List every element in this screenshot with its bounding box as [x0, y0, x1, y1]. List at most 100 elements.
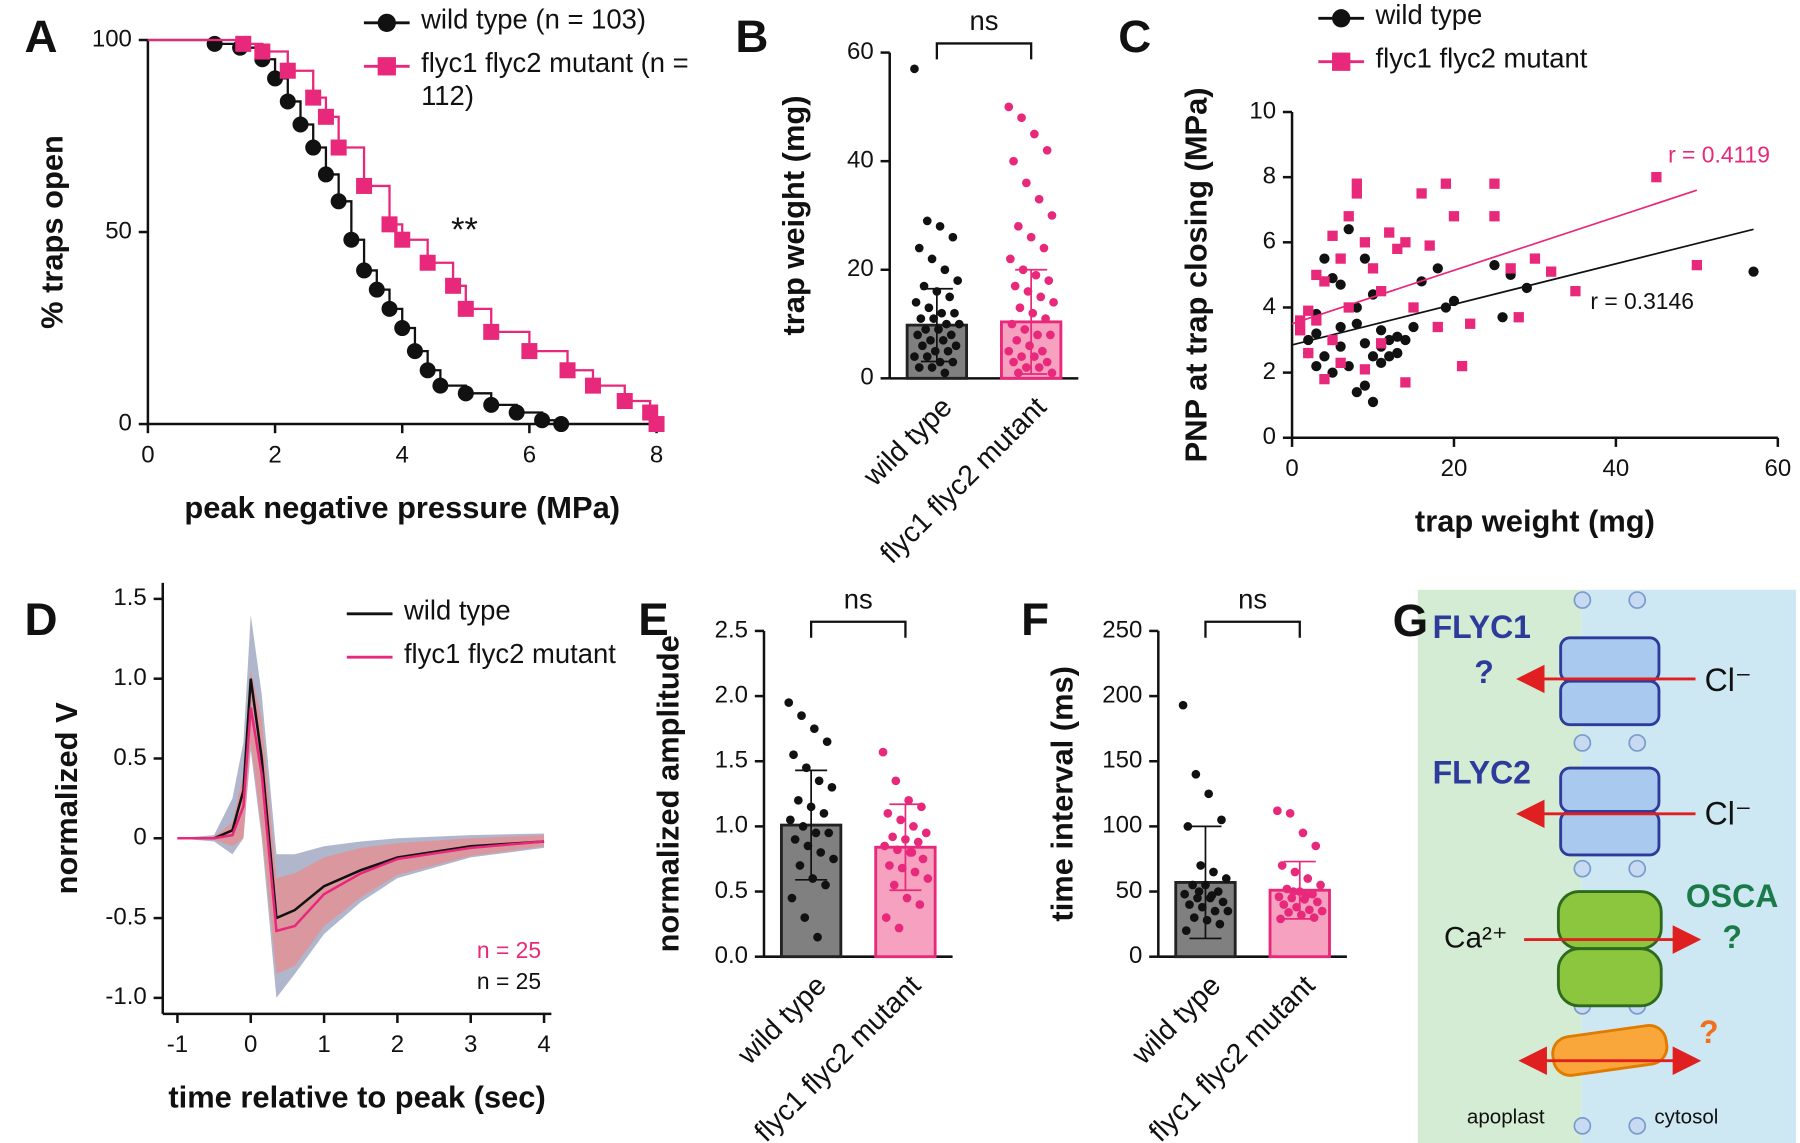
marker	[1392, 347, 1403, 359]
y-tick-label: 8	[1263, 163, 1276, 190]
data-point	[926, 335, 935, 345]
marker	[1311, 269, 1322, 281]
data-point	[929, 314, 939, 323]
data-point	[1018, 265, 1028, 275]
marker	[356, 262, 373, 279]
marker	[648, 416, 665, 433]
marker	[394, 320, 411, 337]
label: ?	[1699, 1014, 1719, 1050]
data-point	[789, 750, 798, 760]
data-point	[927, 363, 937, 372]
data-point	[1289, 887, 1298, 896]
marker	[1408, 321, 1419, 333]
data-point	[1022, 178, 1031, 188]
data-point	[1012, 335, 1022, 345]
marker	[1424, 240, 1435, 251]
data-point	[938, 335, 948, 345]
marker	[406, 343, 423, 360]
legend-label: wild type	[1375, 0, 1483, 31]
legend-entry: wild type	[404, 596, 511, 627]
n-label: n = 25	[477, 968, 541, 994]
data-point	[1197, 902, 1207, 912]
marker	[1335, 357, 1346, 368]
marker	[368, 281, 385, 298]
data-point	[816, 848, 826, 857]
data-point	[808, 874, 818, 883]
panel-letter: E	[638, 594, 669, 645]
y-axis-label: trap weight (mg)	[776, 95, 811, 335]
y-tick-label: 0	[133, 824, 146, 851]
marker	[1359, 380, 1371, 391]
data-point	[1030, 129, 1039, 139]
data-point	[1028, 308, 1038, 318]
marker	[1529, 253, 1541, 264]
data-point	[918, 854, 928, 864]
data-point	[1277, 861, 1287, 870]
marker	[457, 385, 474, 402]
y-tick-label: 2	[1263, 358, 1276, 385]
data-point	[806, 802, 816, 812]
y-tick-label: 50	[1116, 877, 1143, 904]
marker	[1375, 338, 1387, 349]
x-tick-label: 0	[141, 441, 154, 468]
marker	[1351, 178, 1362, 189]
data-point	[785, 815, 795, 825]
marker	[1384, 334, 1395, 346]
marker	[1303, 305, 1314, 316]
marker	[317, 108, 334, 125]
marker	[1408, 302, 1419, 313]
marker	[279, 62, 296, 79]
marker	[508, 404, 525, 421]
marker	[1319, 253, 1330, 264]
data-point	[910, 64, 919, 74]
data-point	[922, 352, 932, 361]
y-tick-label: 0	[119, 409, 132, 436]
marker	[1448, 211, 1460, 222]
data-point	[1276, 914, 1285, 924]
marker	[1375, 325, 1387, 336]
marker	[1440, 178, 1452, 189]
legend-entry: flyc1 flyc2 mutant (n = 112)	[421, 48, 689, 112]
data-point	[1298, 828, 1308, 838]
marker	[1465, 318, 1476, 329]
x-tick-label: 1	[317, 1031, 330, 1058]
x-tick-label: 0	[244, 1031, 257, 1058]
marker	[1384, 227, 1395, 238]
marker	[254, 43, 271, 60]
data-point	[910, 867, 920, 877]
r-label: r = 0.4119	[1668, 142, 1770, 168]
data-point	[1316, 880, 1325, 890]
marker	[419, 362, 436, 379]
data-point	[1311, 841, 1321, 851]
marker	[1456, 360, 1468, 372]
y-tick-label: 1.5	[715, 747, 748, 774]
marker	[432, 377, 449, 394]
data-point	[1303, 874, 1313, 883]
data-point	[945, 292, 955, 302]
data-point	[1297, 910, 1306, 920]
marker	[1416, 188, 1427, 199]
data-point	[1185, 900, 1194, 909]
x-axis-label: peak negative pressure (MPa)	[184, 490, 620, 525]
data-point	[1030, 352, 1039, 361]
data-point	[1044, 276, 1054, 285]
data-point	[885, 861, 894, 870]
marker	[1691, 259, 1703, 271]
panel-letter: B	[735, 11, 768, 62]
data-point	[881, 913, 891, 922]
y-tick-label: 50	[105, 217, 132, 244]
data-point	[948, 357, 958, 367]
data-point	[913, 837, 923, 847]
marker	[445, 277, 462, 294]
marker	[1748, 266, 1759, 277]
marker	[584, 377, 601, 394]
data-point	[1047, 211, 1057, 220]
panel-letter: D	[24, 594, 57, 645]
legend-label: wild type (n = 103)	[421, 4, 647, 36]
x-tick-label: 2	[391, 1031, 404, 1058]
y-tick-label: 60	[847, 38, 874, 65]
y-tick-label: 200	[1102, 681, 1142, 708]
